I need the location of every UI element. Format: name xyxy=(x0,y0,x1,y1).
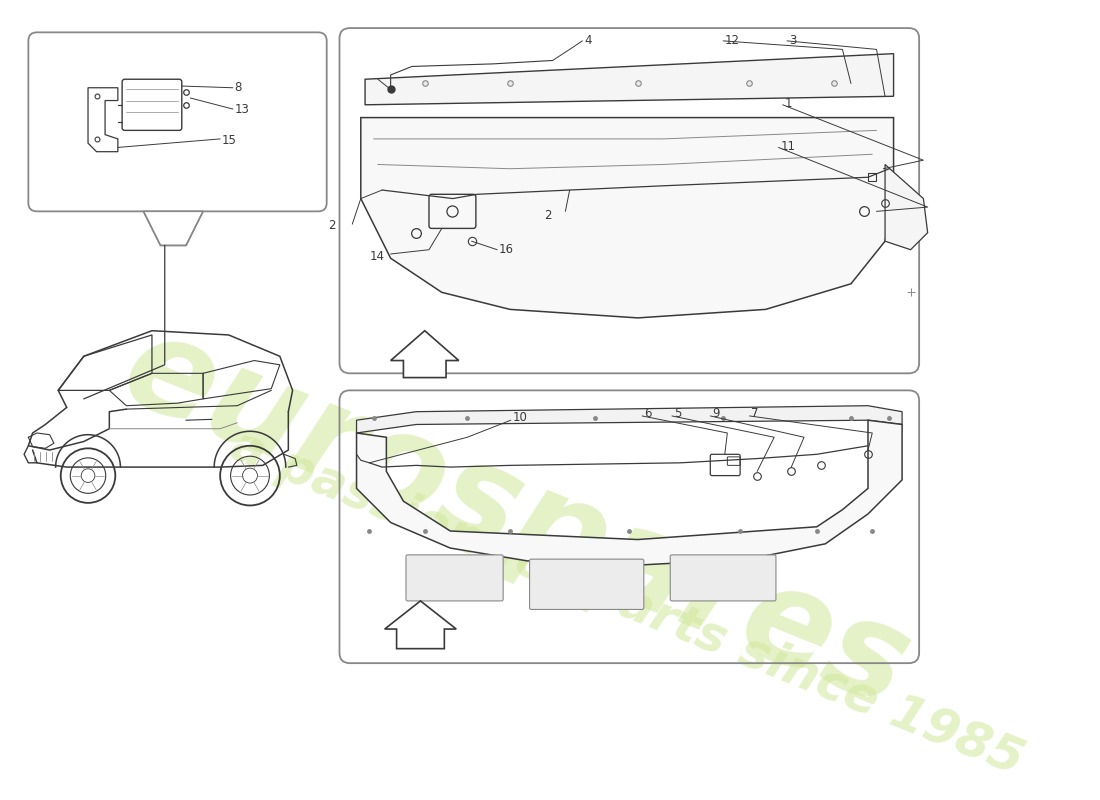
Text: 10: 10 xyxy=(513,411,527,424)
Text: 2: 2 xyxy=(544,209,551,222)
Polygon shape xyxy=(361,118,893,318)
Polygon shape xyxy=(385,601,456,649)
Text: 12: 12 xyxy=(725,34,740,46)
Polygon shape xyxy=(390,330,459,378)
Text: 8: 8 xyxy=(234,82,242,94)
Polygon shape xyxy=(356,420,902,565)
Text: 15: 15 xyxy=(222,134,236,147)
Text: 16: 16 xyxy=(499,243,514,256)
Polygon shape xyxy=(886,165,927,250)
FancyBboxPatch shape xyxy=(406,555,503,601)
Text: 13: 13 xyxy=(234,102,250,115)
Polygon shape xyxy=(143,211,204,246)
Text: 6: 6 xyxy=(644,407,651,420)
Text: 9: 9 xyxy=(712,407,719,420)
Polygon shape xyxy=(356,406,902,433)
Text: 2: 2 xyxy=(328,219,336,232)
Text: eurospares: eurospares xyxy=(106,303,926,734)
Text: 5: 5 xyxy=(673,407,681,420)
Polygon shape xyxy=(365,54,893,105)
Text: 14: 14 xyxy=(370,250,384,263)
Text: 11: 11 xyxy=(780,140,795,153)
Text: 4: 4 xyxy=(584,34,592,46)
Text: 7: 7 xyxy=(751,407,759,420)
FancyBboxPatch shape xyxy=(529,559,644,610)
Text: 3: 3 xyxy=(789,34,796,46)
Text: a passion for parts since 1985: a passion for parts since 1985 xyxy=(224,422,1031,785)
FancyBboxPatch shape xyxy=(670,555,776,601)
Text: 1: 1 xyxy=(784,98,792,110)
